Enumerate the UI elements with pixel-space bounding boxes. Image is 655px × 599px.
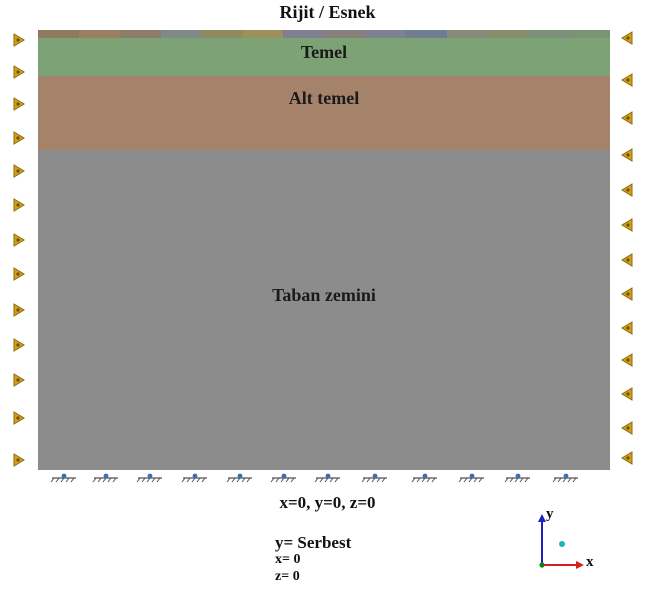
roller-support-icon [13,97,25,111]
roller-support-icon [621,31,633,45]
bottom-boundary-condition: x=0, y=0, z=0 [279,493,376,512]
roller-support-icon [13,338,25,352]
layer-taban-zemini: Taban zemini [38,150,610,470]
roller-support-icon [621,387,633,401]
roller-support-icon [621,148,633,162]
roller-support-icon [621,73,633,87]
x-arrowhead-icon [576,561,584,569]
boundary-condition-x: x= 0 [275,552,301,567]
roller-support-icon [621,353,633,367]
surface-layer-strip [38,30,610,38]
fixed-support-icon [270,473,297,483]
roller-support-icon [621,287,633,301]
roller-support-icon [13,267,25,281]
roller-support-icon [621,218,633,232]
fixed-support-icon [226,473,253,483]
layer-alt-temel: Alt temel [38,76,610,150]
roller-support-icon [621,253,633,267]
roller-support-icon [13,131,25,145]
y-axis-label: y [546,506,554,522]
bottom-fixed-supports [50,473,579,483]
roller-support-icon [13,164,25,178]
layer-alt-temel-label: Alt temel [288,87,360,108]
roller-support-icon [13,233,25,247]
fixed-support-icon [411,473,438,483]
x-axis-label: x [586,554,594,570]
roller-support-icon [13,453,25,467]
roller-support-icon [621,321,633,335]
fixed-support-icon [314,473,341,483]
roller-support-icon [13,198,25,212]
roller-support-icon [621,183,633,197]
fixed-support-icon [181,473,208,483]
origin-icon [539,562,545,568]
roller-support-icon [13,373,25,387]
layer-taban-zemini-label: Taban zemini [272,284,376,305]
figure-title: Rijit / Esnek [279,2,376,22]
axes-graphic [538,514,584,569]
boundary-condition-y: y= Serbest [275,533,352,552]
left-roller-supports [13,33,25,467]
pavement-model: Temel Alt temel Taban zemini [38,30,610,470]
fixed-support-icon [50,473,77,483]
fixed-support-icon [504,473,531,483]
z-direction-dot-icon [559,541,565,547]
fixed-support-icon [552,473,579,483]
layer-temel-label: Temel [300,41,348,62]
roller-support-icon [13,33,25,47]
layer-temel: Temel [38,38,610,76]
y-arrowhead-icon [538,514,546,522]
coordinate-axes: y x [530,506,600,580]
roller-support-icon [13,65,25,79]
fixed-support-icon [361,473,388,483]
roller-support-icon [13,411,25,425]
roller-support-icon [621,451,633,465]
fixed-support-icon [458,473,485,483]
fixed-support-icon [136,473,163,483]
roller-support-icon [13,303,25,317]
boundary-condition-z: z= 0 [275,569,300,584]
roller-support-icon [621,421,633,435]
roller-support-icon [621,111,633,125]
fixed-support-icon [92,473,119,483]
right-roller-supports [621,31,633,465]
